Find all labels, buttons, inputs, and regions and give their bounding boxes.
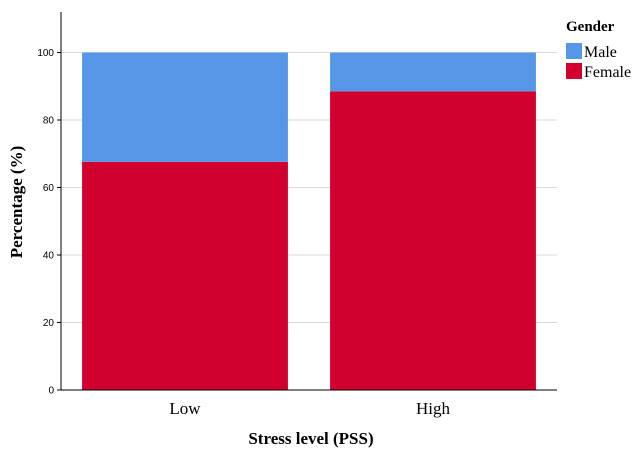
y-tick-label-100: 100 [37,48,54,59]
y-tick-label-40: 40 [43,251,55,262]
legend: Gender Male Female [566,19,631,81]
y-tick-label-20: 20 [43,318,55,329]
legend-title: Gender [566,19,615,35]
bar-male-high [330,52,536,92]
legend-label-female: Female [584,64,631,81]
legend-label-male: Male [584,44,617,61]
axes [60,12,557,391]
legend-swatch-female [566,63,582,79]
tick-labels: 0 20 40 60 80 100 Low High [37,48,450,418]
legend-items: Male Female [566,43,631,81]
y-tick-label-60: 60 [43,183,55,194]
legend-swatch-male [566,43,582,59]
bars [82,52,536,390]
x-axis-title: Stress level (PSS) [248,429,373,448]
y-tick-label-80: 80 [43,116,55,127]
bar-female-high [330,91,536,390]
x-tick-label-high: High [416,399,451,418]
x-tick-label-low: Low [169,399,201,418]
bar-male-low [82,52,288,162]
y-axis-title: Percentage (%) [7,146,26,259]
y-tick-label-0: 0 [48,386,54,397]
bar-female-low [82,161,288,390]
